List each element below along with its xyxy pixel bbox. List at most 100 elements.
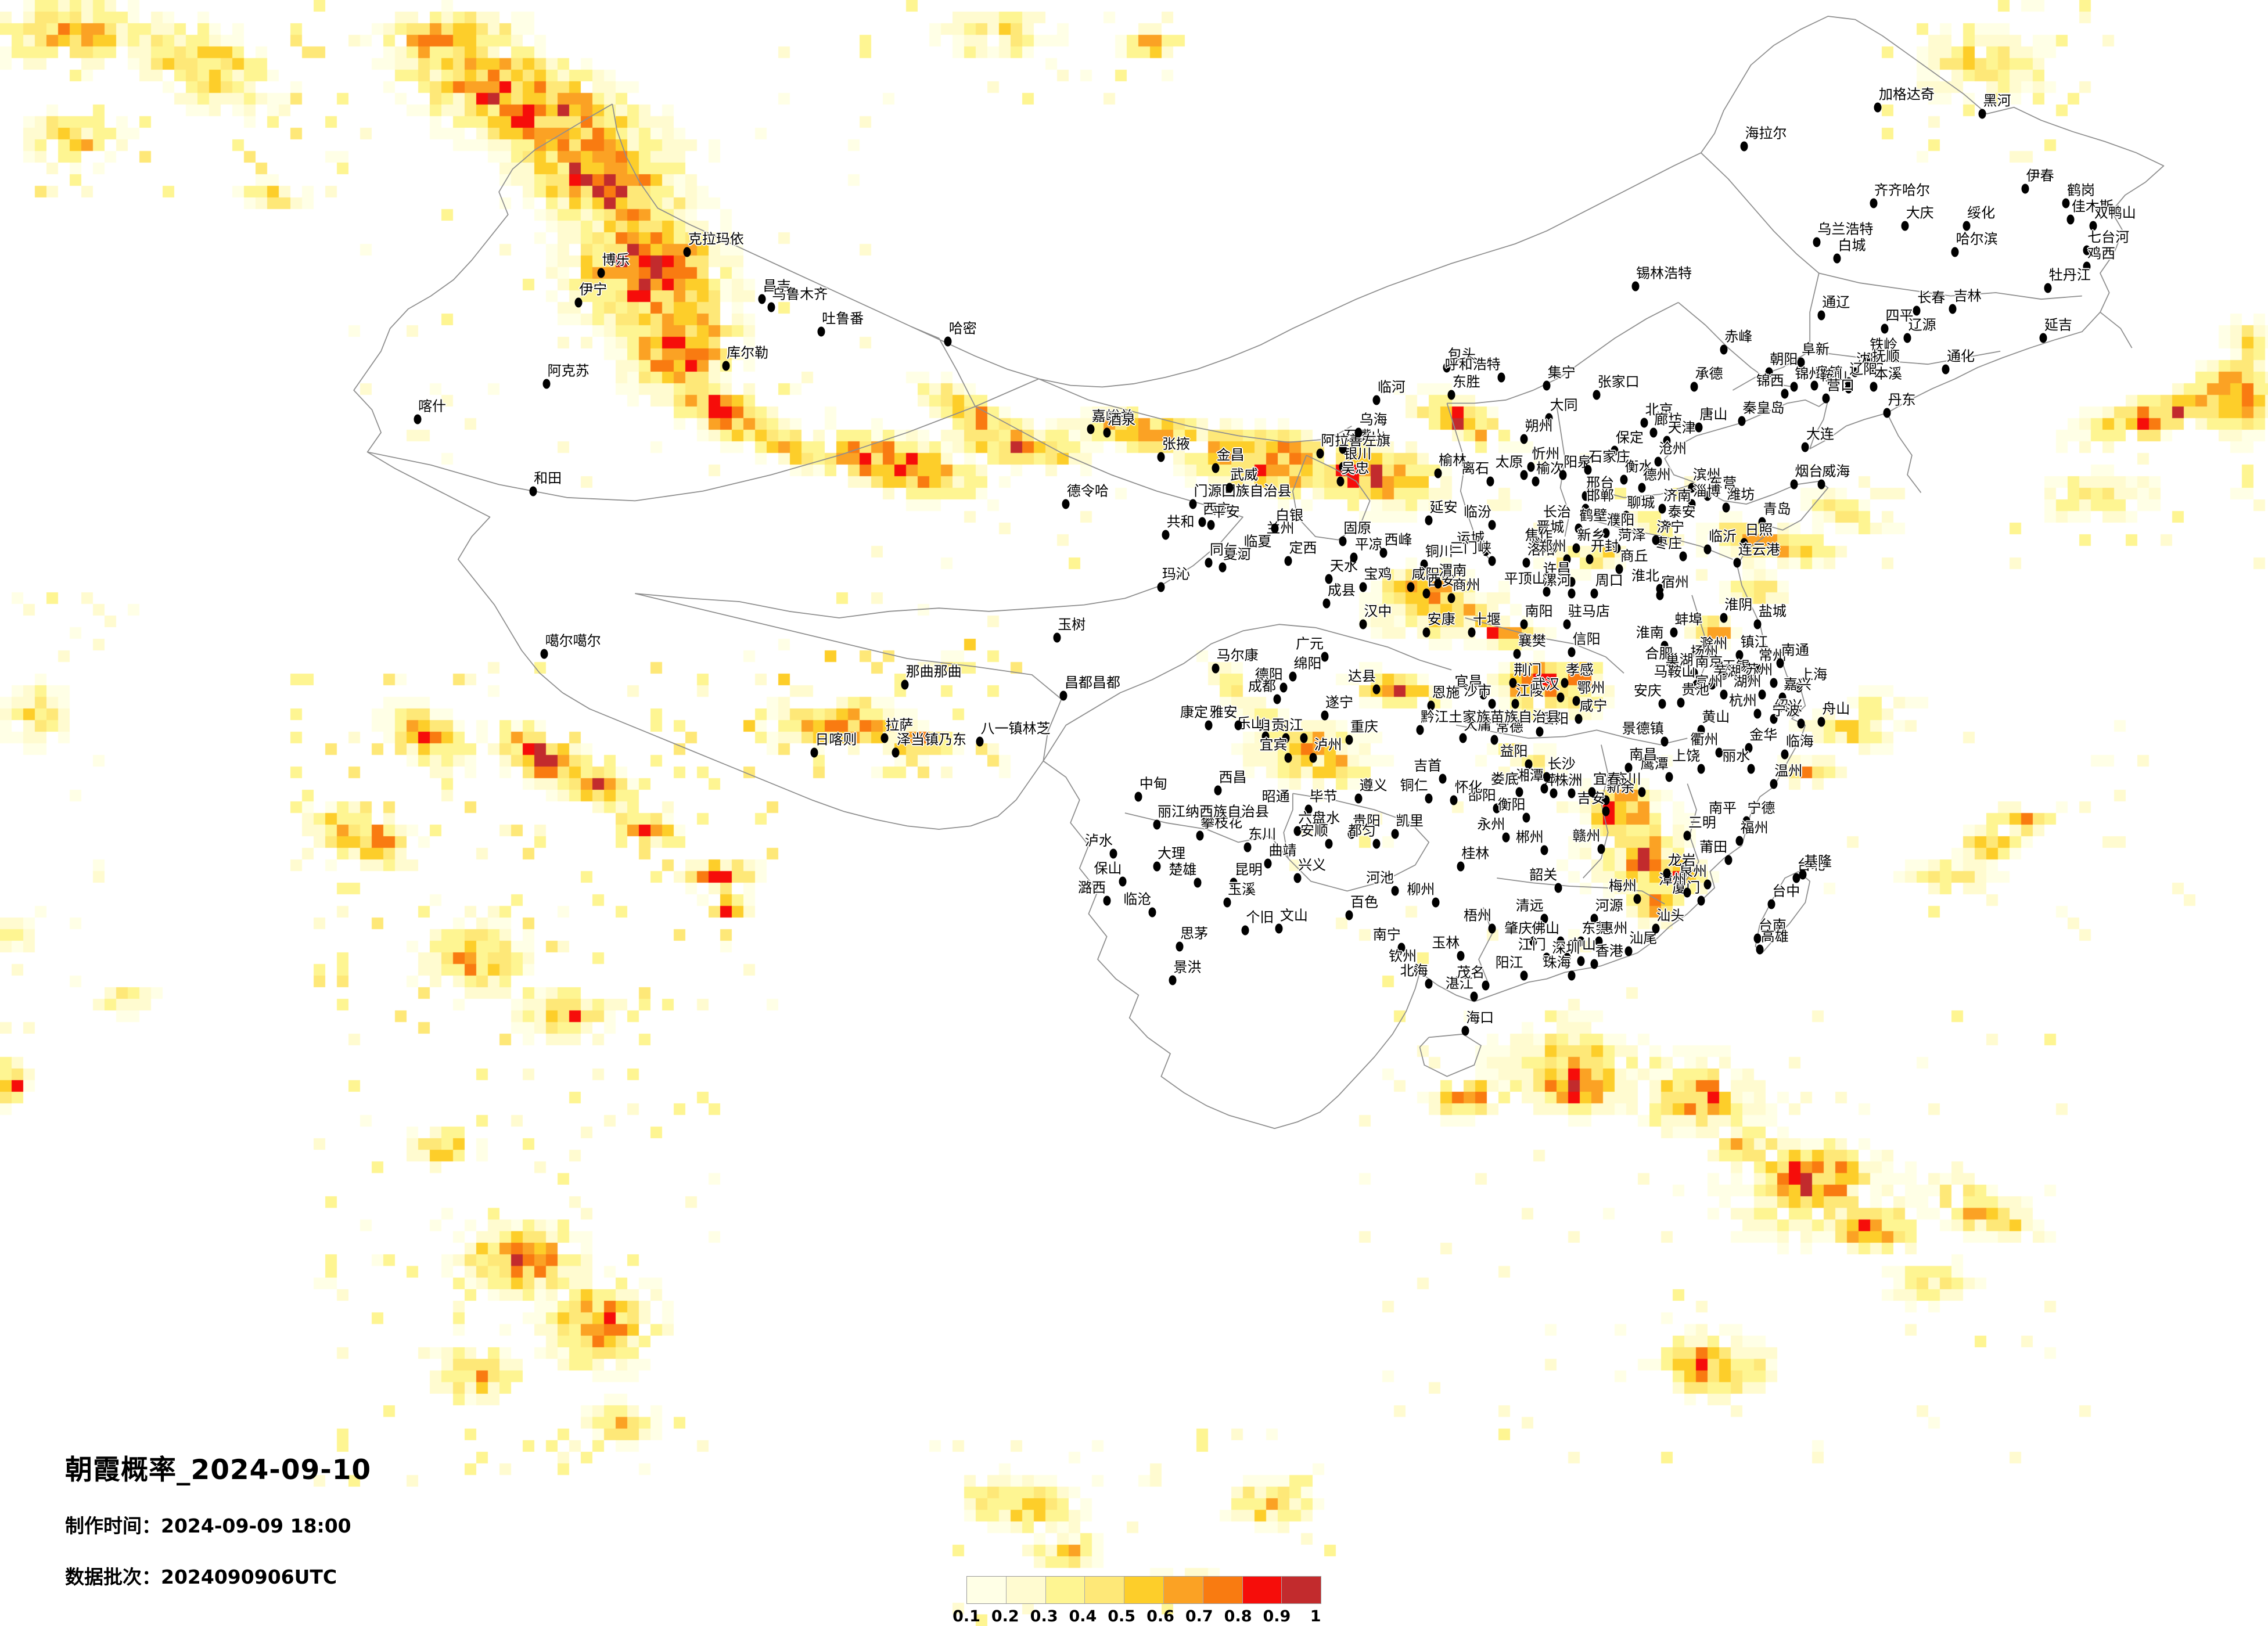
city-marker: 丹东 [1883,393,1915,418]
island-outline-1 [1420,1034,1481,1077]
city-marker: 河源 [1590,899,1623,924]
city-dot-icon [1536,726,1544,737]
city-dot-icon [1350,552,1358,563]
city-label: 秦皇岛 [1742,400,1785,416]
city-marker: 凯里 [1391,814,1424,839]
city-label: 海拉尔 [1745,125,1787,142]
city-label: 鄂州 [1577,679,1605,696]
province-line-18 [1583,744,1608,878]
city-label: 河源 [1595,897,1623,914]
city-dot-icon [1488,520,1496,530]
city-dot-icon [1345,910,1353,920]
city-label: 韶关 [1529,866,1558,883]
city-label: 玉溪 [1228,881,1256,898]
city-marker: 和田 [529,471,562,497]
city-dot-icon [1624,762,1633,773]
city-marker: 郑州 [1539,539,1571,564]
city-label: 昌吉 [763,278,791,294]
city-marker: 常德 [1490,720,1523,745]
city-dot-icon [1758,689,1766,700]
city-label: 玉树 [1058,616,1086,633]
city-label: 清远 [1515,897,1544,914]
city-marker: 鹰潭 [1641,757,1673,782]
city-marker: 惠州 [1595,922,1628,947]
city-marker: 宜昌 [1454,674,1487,700]
city-label: 平凉 [1354,536,1383,553]
city-marker: 朔州 [1520,419,1553,444]
city-dot-icon [1720,344,1728,355]
city-marker: 南阳 [1520,605,1553,629]
city-marker: 张家口 [1593,375,1640,400]
city-marker: 舟山 [1817,702,1850,727]
city-dot-icon [542,379,551,389]
province-line-13 [1588,484,1692,497]
city-label: 宜春 [1593,771,1621,787]
city-label: 东川 [1248,826,1277,843]
legend-swatch-4 [1085,1577,1125,1603]
city-dot-icon [1321,710,1329,721]
city-marker: 昌吉 [758,279,791,304]
city-label: 凯里 [1396,812,1424,829]
city-label: 连云港 [1738,541,1780,558]
city-dot-icon [1157,582,1165,592]
city-dot-icon [1649,427,1658,438]
city-dot-icon [1339,444,1347,454]
city-dot-icon [1715,747,1723,758]
city-dot-icon [1695,652,1703,662]
city-label: 滨州 [1692,466,1721,483]
city-label: 文山 [1279,907,1308,924]
city-dot-icon [1633,894,1641,904]
city-marker: 怀化 [1450,780,1483,805]
legend-tick-label: 0.5 [1108,1607,1136,1625]
city-marker: 宣州 [1695,674,1728,700]
city-label: 宜昌 [1454,673,1483,690]
city-dot-icon [1557,936,1565,947]
city-marker: 济宁 [1652,520,1684,545]
city-label: 七台河 [2087,229,2130,246]
city-dot-icon [1543,380,1551,391]
city-dot-icon [1588,787,1596,797]
city-marker: 台北 [1792,858,1825,883]
city-label: 襄樊 [1518,632,1546,649]
city-dot-icon [1103,895,1111,906]
city-label: 康定 [1180,704,1208,721]
city-label: 蚌埠 [1674,611,1703,628]
city-marker: 丽江纳西族自治县 [1153,804,1269,830]
city-label: 那曲那曲 [905,663,962,680]
city-marker: 长春 [1913,290,1945,316]
city-label: 马尔康 [1216,647,1259,664]
city-dot-icon [1881,323,1889,334]
city-marker: 昆明 [1230,863,1263,888]
city-dot-icon [1316,448,1324,459]
city-dot-icon [1602,795,1610,805]
city-label: 石家庄 [1588,448,1630,465]
city-label: 临沧 [1123,891,1152,908]
city-marker: 楚雄 [1169,863,1202,888]
city-label: 同仁 [1209,541,1238,558]
city-label: 东莞 [1582,920,1610,937]
city-label: 玛沁 [1162,566,1190,582]
city-label: 海口 [1466,1009,1494,1026]
city-marker: 克拉玛依 [683,232,744,257]
city-marker: 马尔康 [1212,648,1259,674]
legend-swatch-3 [1045,1577,1086,1603]
city-label: 齐齐哈尔 [1874,182,1931,199]
city-dot-icon [1597,844,1605,854]
city-dot-icon [1520,470,1528,480]
city-label: 赣州 [1572,828,1601,844]
city-label: 保山 [1094,860,1122,877]
city-label: 梧州 [1463,907,1491,924]
city-marker: 上海 [1795,668,1827,693]
city-label: 沈阳 [1856,351,1884,368]
city-marker: 金华 [1745,728,1777,753]
city-marker: 桂林 [1457,847,1489,872]
city-dot-icon [1062,499,1070,509]
city-marker: 深圳 [1552,941,1585,966]
city-dot-icon [880,733,889,743]
city-marker: 黔江土家族苗族自治县 [1416,710,1560,735]
city-label: 漯河 [1543,572,1571,589]
city-marker: 绵阳 [1289,656,1321,682]
city-dot-icon [1300,733,1308,743]
city-marker: 临汾 [1464,505,1496,530]
city-marker: 通化 [1942,349,1975,375]
